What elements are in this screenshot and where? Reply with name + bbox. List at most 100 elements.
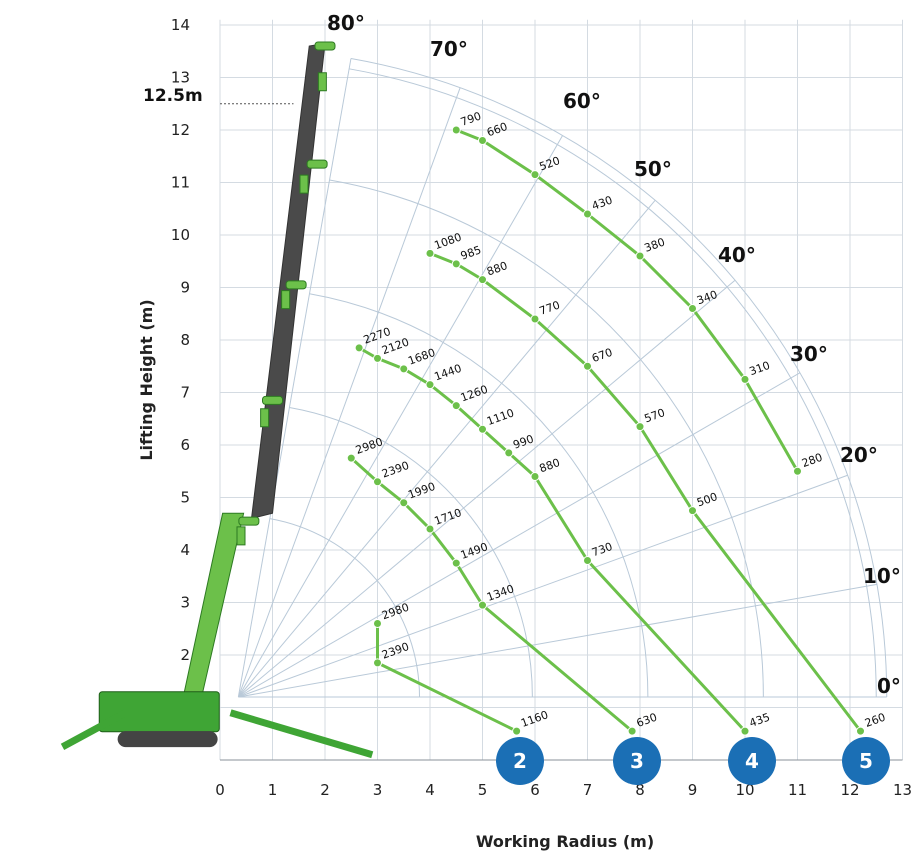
- x-tick-label: 13: [893, 781, 912, 799]
- capacity-point: [856, 726, 865, 736]
- y-tick-label: 8: [180, 331, 190, 349]
- section-marker: [496, 737, 544, 785]
- x-axis-title: Working Radius (m): [476, 832, 654, 851]
- y-tick-label: 3: [180, 594, 190, 612]
- capacity-point: [478, 275, 487, 285]
- crane-illustration: [60, 41, 374, 759]
- capacity-point: [354, 343, 364, 353]
- x-tick-label: 0: [215, 781, 225, 799]
- capacity-label: 1440: [433, 362, 464, 384]
- capacity-point: [425, 248, 435, 258]
- capacity-point: [373, 353, 382, 363]
- capacity-point: [793, 466, 802, 476]
- capacity-point: [530, 170, 540, 180]
- capacity-point: [451, 125, 461, 135]
- angle-label: 70°: [430, 37, 468, 61]
- capacity-point: [583, 361, 592, 371]
- capacity-point: [425, 380, 435, 390]
- capacity-point: [688, 304, 697, 313]
- angle-labels: 0° 10° 20° 30° 40° 50° 60° 70° 80°: [327, 11, 901, 698]
- capacity-curve: [376, 623, 518, 733]
- angle-label: 50°: [634, 157, 672, 181]
- capacity-label: 1990: [406, 480, 437, 502]
- capacity-point: [373, 658, 382, 668]
- angle-label: 20°: [840, 443, 878, 467]
- section-marker-label: 2: [513, 749, 527, 773]
- capacity-point: [583, 556, 592, 565]
- angle-ray: [237, 135, 563, 698]
- capacity-point: [346, 453, 356, 463]
- capacity-label: 790: [459, 109, 483, 128]
- capacity-label: 670: [590, 346, 614, 365]
- y-tick-label: 5: [180, 489, 190, 507]
- x-tick-label: 10: [735, 781, 754, 799]
- y-axis-title: Lifting Height (m): [137, 299, 156, 460]
- capacity-label: 1340: [485, 582, 516, 604]
- capacity-label: 1710: [433, 506, 464, 528]
- capacity-label: 2390: [380, 459, 411, 481]
- angle-ray: [238, 474, 848, 698]
- angle-label: 10°: [863, 564, 901, 588]
- boom-head: [314, 41, 336, 51]
- capacity-label: 2980: [380, 601, 411, 623]
- angle-rays: [237, 58, 887, 698]
- capacity-label: 435: [748, 711, 772, 730]
- angle-label: 30°: [790, 342, 828, 366]
- capacity-label: 500: [695, 490, 719, 509]
- x-tick-label: 5: [478, 781, 488, 799]
- capacity-label: 880: [538, 456, 562, 475]
- x-tick-label: 7: [583, 781, 593, 799]
- radius-rings: [269, 57, 888, 698]
- capacity-label: 280: [800, 451, 824, 470]
- x-tick-label: 3: [373, 781, 383, 799]
- capacity-point: [688, 506, 697, 516]
- section-marker-label: 5: [859, 749, 873, 773]
- capacity-point: [399, 364, 409, 374]
- capacity-label: 2390: [380, 640, 411, 662]
- outrigger-left: [60, 709, 128, 750]
- capacity-label: 1490: [459, 540, 490, 562]
- capacity-label: 1260: [459, 383, 490, 405]
- capacity-point: [399, 498, 409, 508]
- hook-block: [236, 526, 246, 546]
- y-tick-label: 4: [180, 541, 190, 559]
- angle-ray: [238, 372, 801, 698]
- crane-body: [98, 691, 220, 733]
- capacity-point: [451, 259, 461, 269]
- hook-block: [299, 174, 309, 194]
- capacity-point: [451, 401, 461, 411]
- capacity-label: 630: [635, 711, 659, 730]
- capacity-point: [504, 448, 514, 458]
- section-marker: [728, 737, 776, 785]
- angle-ray: [237, 199, 656, 698]
- y-tick-label: 13: [171, 69, 190, 87]
- capacity-label: 380: [643, 235, 667, 254]
- capacity-label: 1080: [433, 230, 464, 252]
- angle-ray: [237, 58, 352, 698]
- capacity-label: 990: [511, 432, 535, 451]
- y-tick-label: 2: [180, 646, 190, 664]
- capacity-point: [478, 136, 487, 145]
- boom-lower: [182, 512, 245, 698]
- x-tick-label: 8: [635, 781, 645, 799]
- capacity-point: [530, 314, 540, 324]
- capacity-point: [425, 524, 435, 534]
- capacity-point: [740, 374, 750, 384]
- capacity-label: 570: [643, 406, 667, 425]
- section-marker-label: 4: [745, 749, 759, 773]
- capacity-label: 310: [748, 359, 772, 378]
- x-tick-label: 6: [530, 781, 540, 799]
- y-tick-label: 14: [171, 16, 190, 34]
- capacity-curve: [358, 346, 747, 733]
- y-tick-label: 10: [171, 226, 190, 244]
- angle-ray: [238, 583, 877, 698]
- angle-ray: [238, 279, 736, 698]
- capacity-point: [635, 422, 645, 432]
- capacity-curve: [455, 128, 799, 472]
- capacity-label: 880: [485, 259, 509, 278]
- capacity-point: [451, 558, 461, 568]
- capacity-label: 730: [590, 540, 614, 559]
- x-tick-label: 12: [840, 781, 859, 799]
- capacity-point: [635, 251, 645, 261]
- angle-label: 0°: [877, 674, 901, 698]
